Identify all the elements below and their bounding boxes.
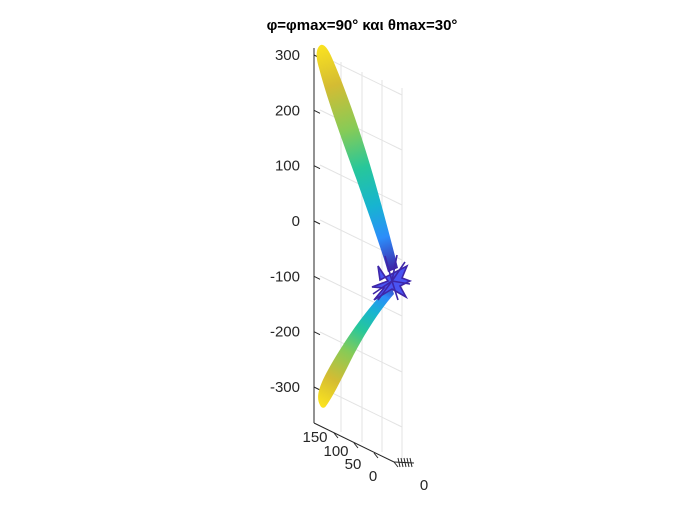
x-tick-mark (409, 457, 413, 468)
z-tick-mark (313, 165, 321, 170)
z-tick-label: 0 (292, 213, 300, 230)
y-tick-label: 150 (302, 429, 327, 446)
z-tick-mark (313, 220, 321, 225)
z-axis-ticks: 300 200 100 0 -100 -200 -300 (270, 47, 321, 396)
x-axis-ticks: 0 (397, 457, 428, 494)
z-tick-label: 100 (275, 158, 300, 175)
z-tick-mark (313, 386, 321, 391)
x-tick-mark (400, 457, 404, 468)
x-tick-label: 0 (420, 477, 428, 494)
y-tick-mark (393, 461, 399, 468)
y-tick-mark (373, 452, 379, 459)
x-tick-mark (397, 457, 401, 468)
y-tick-label: 100 (323, 443, 348, 460)
z-tick-mark (313, 109, 321, 114)
x-tick-mark (403, 457, 407, 468)
z-tick-mark (313, 275, 321, 280)
y-tick-label: 0 (369, 468, 377, 485)
chart-title: φ=φmax=90° και θmax=30° (267, 17, 458, 34)
z-tick-label: 300 (275, 47, 300, 64)
lower-lobe (318, 288, 394, 408)
x-tick-mark (406, 457, 410, 468)
y-tick-label: 50 (345, 456, 362, 473)
z-tick-label: -200 (270, 324, 300, 341)
y-tick-mark (333, 432, 339, 439)
z-tick-label: -300 (270, 379, 300, 396)
y-tick-mark (353, 442, 359, 449)
y-axis-line (313, 422, 395, 463)
z-tick-label: -100 (270, 268, 300, 285)
upper-lobe (316, 44, 398, 272)
z-tick-mark (313, 331, 321, 336)
center-sidelobes (371, 254, 412, 301)
z-tick-label: 200 (275, 102, 300, 119)
